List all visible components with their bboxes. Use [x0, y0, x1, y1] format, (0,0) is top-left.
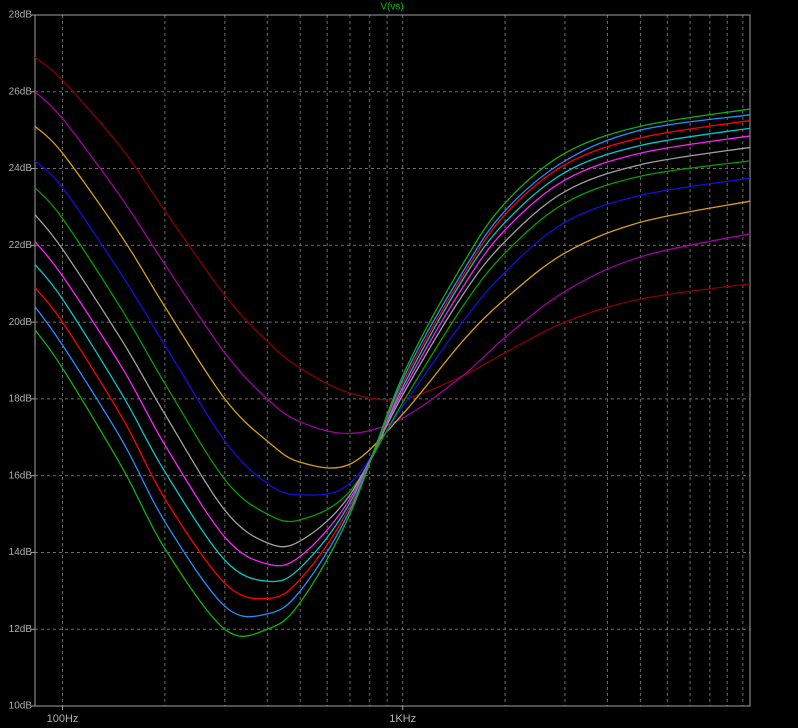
line-series [34, 160, 751, 523]
y-tick-label: 22dB [9, 240, 33, 251]
line-series [34, 127, 751, 583]
y-tick-label: 26dB [9, 86, 33, 97]
x-tick-label: 100Hz [47, 713, 79, 725]
line-series [34, 108, 751, 637]
line-series [34, 135, 751, 567]
line-series [34, 160, 751, 496]
x-tick-label: 1KHz [389, 713, 416, 725]
y-tick-label: 16dB [9, 470, 33, 481]
line-series [34, 146, 751, 548]
line-series [34, 119, 751, 600]
line-series [34, 125, 751, 469]
line-series [34, 114, 751, 618]
y-tick-label: 20dB [9, 317, 33, 328]
chart-title: V(vs) [380, 2, 403, 13]
line-series [34, 56, 751, 401]
line-series [34, 91, 751, 435]
y-tick-label: 12dB [9, 624, 33, 635]
plot-border [34, 14, 751, 707]
y-tick-label: 10dB [9, 701, 33, 712]
y-tick-label: 14dB [9, 547, 33, 558]
y-tick-label: 18dB [9, 394, 33, 405]
y-tick-label: 28dB [9, 10, 33, 21]
y-tick-label: 24dB [9, 163, 33, 174]
